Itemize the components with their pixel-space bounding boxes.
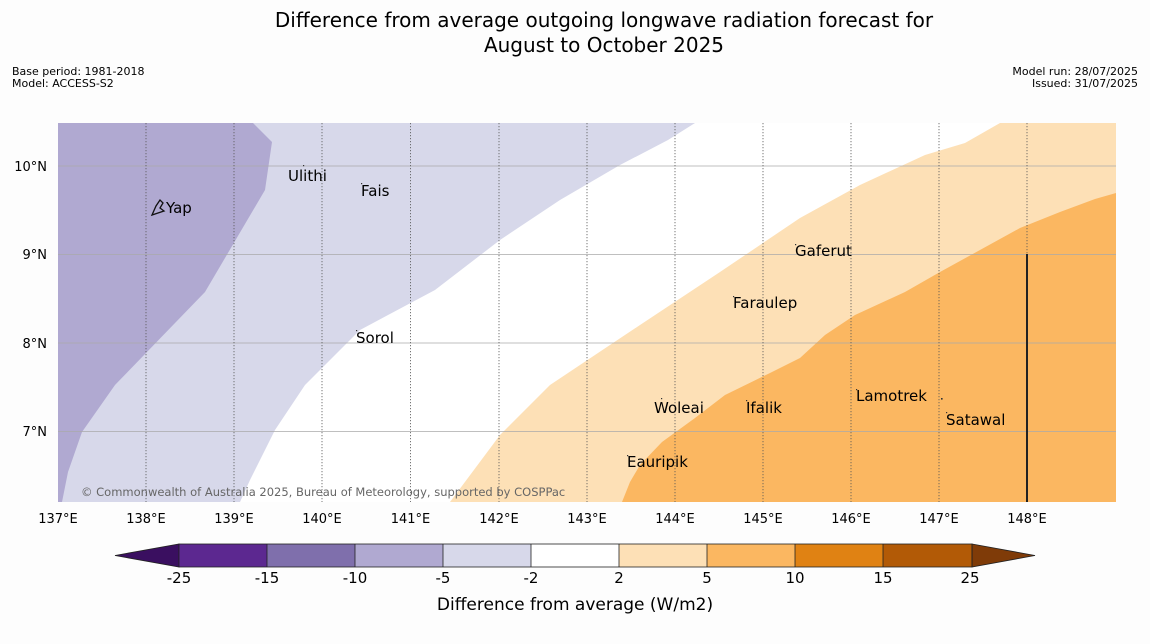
lon-label-138e: 138°E: [126, 512, 166, 527]
place-sorol: Sorol: [356, 329, 394, 347]
lon-label-143e: 143°E: [567, 512, 607, 527]
colorbar-bin-4: [443, 544, 531, 567]
lon-label-148e: 148°E: [1007, 512, 1047, 527]
lon-label-145e: 145°E: [743, 512, 783, 527]
colorbar-bin-9: [883, 544, 972, 567]
lon-labels: 137°E 138°E 139°E 140°E 141°E 142°E 143°…: [38, 512, 1047, 527]
place-eauripik: Eauripik: [627, 453, 688, 471]
title-line-2: August to October 2025: [483, 33, 725, 57]
colorbar-right-arrow: [971, 543, 1036, 568]
colorbar-tick: 15: [873, 569, 892, 587]
title-line-1: Difference from average outgoing longwav…: [274, 8, 934, 32]
colorbar-tick: -25: [167, 569, 192, 587]
colorbar-tick: 5: [702, 569, 712, 587]
island-dots: [303, 165, 948, 457]
map-panel: Ulithi Fais Yap Gaferut Faraulep Sorol W…: [58, 123, 1116, 502]
lon-label-137e: 137°E: [38, 512, 78, 527]
colorbar-bin-2: [267, 544, 355, 567]
ifalik-dot: [746, 400, 748, 402]
colorbar-left-arrow: [114, 543, 180, 568]
place-lamotrek: Lamotrek: [856, 387, 927, 405]
colorbar: -25 -15 -10 -5 -2 2 5 10 15 25 Differenc…: [114, 543, 1036, 615]
base-period-text: Base period: 1981-2018: [12, 65, 145, 78]
fais-dot: [361, 183, 363, 185]
lamotrek-east-dot: [941, 398, 943, 400]
ulithi-dot: [303, 165, 305, 167]
eauripik-dot: [627, 455, 629, 457]
lon-label-144e: 144°E: [655, 512, 695, 527]
issued-text: Issued: 31/07/2025: [1031, 77, 1138, 90]
lon-label-147e: 147°E: [919, 512, 959, 527]
place-faraulep: Faraulep: [733, 294, 797, 312]
lon-label-140e: 140°E: [302, 512, 342, 527]
colorbar-label: Difference from average (W/m2): [437, 595, 713, 615]
colorbar-tick: -5: [436, 569, 451, 587]
colorbar-bin-1: [179, 544, 267, 567]
place-woleai: Woleai: [654, 399, 704, 417]
colorbar-bin-6: [619, 544, 707, 567]
woleai-dot: [661, 398, 663, 400]
colorbar-bin-7: [707, 544, 795, 567]
lon-label-139e: 139°E: [214, 512, 254, 527]
model-text: Model: ACCESS-S2: [12, 77, 114, 90]
colorbar-tick: -2: [524, 569, 539, 587]
contour-orange: [622, 193, 1116, 502]
map-title: Difference from average outgoing longwav…: [0, 8, 1150, 58]
lon-label-141e: 141°E: [391, 512, 431, 527]
colorbar-tick: -10: [343, 569, 368, 587]
lon-grid: [145, 123, 1028, 502]
colorbar-tick: 25: [960, 569, 979, 587]
lon-label-142e: 142°E: [479, 512, 519, 527]
lat-label-10n: 10°N: [14, 160, 47, 175]
place-ifalik: Ifalik: [746, 399, 782, 417]
meta-left: Base period: 1981-2018 Model: ACCESS-S2: [12, 66, 144, 90]
lat-label-8n: 8°N: [23, 337, 48, 352]
colorbar-bin-3: [355, 544, 443, 567]
sorol-dot: [356, 330, 358, 332]
place-satawal: Satawal: [946, 411, 1005, 429]
faraulep-dot: [733, 296, 735, 298]
place-fais: Fais: [361, 182, 390, 200]
satawal-dot: [946, 412, 948, 414]
colorbar-bin-8: [795, 544, 883, 567]
colorbar-bin-5: [531, 544, 619, 567]
place-ulithi: Ulithi: [288, 167, 327, 185]
meta-right: Model run: 28/07/2025 Issued: 31/07/2025: [1012, 66, 1138, 90]
colorbar-dividers: [178, 543, 973, 568]
colorbar-outline: [178, 543, 973, 568]
copyright-text: © Commonwealth of Australia 2025, Bureau…: [81, 485, 565, 499]
contour-medium-purple: [58, 123, 272, 502]
lon-label-146e: 146°E: [831, 512, 871, 527]
place-labels: Ulithi Fais Yap Gaferut Faraulep Sorol W…: [165, 167, 1005, 471]
lat-label-9n: 9°N: [23, 248, 48, 263]
lamotrek-dot: [856, 389, 858, 391]
colorbar-tick: 2: [614, 569, 624, 587]
colorbar-ticks: -25 -15 -10 -5 -2 2 5 10 15 25: [167, 569, 980, 587]
colorbar-tick: 10: [785, 569, 804, 587]
yap-island-shape: [150, 198, 166, 217]
place-yap: Yap: [165, 199, 192, 217]
model-run-text: Model run: 28/07/2025: [1012, 65, 1138, 78]
lat-labels: 10°N 9°N 8°N 7°N: [14, 160, 47, 440]
gaferut-dot: [795, 244, 797, 246]
colorbar-tick: -15: [255, 569, 280, 587]
lat-label-7n: 7°N: [23, 425, 48, 440]
place-gaferut: Gaferut: [795, 242, 852, 260]
